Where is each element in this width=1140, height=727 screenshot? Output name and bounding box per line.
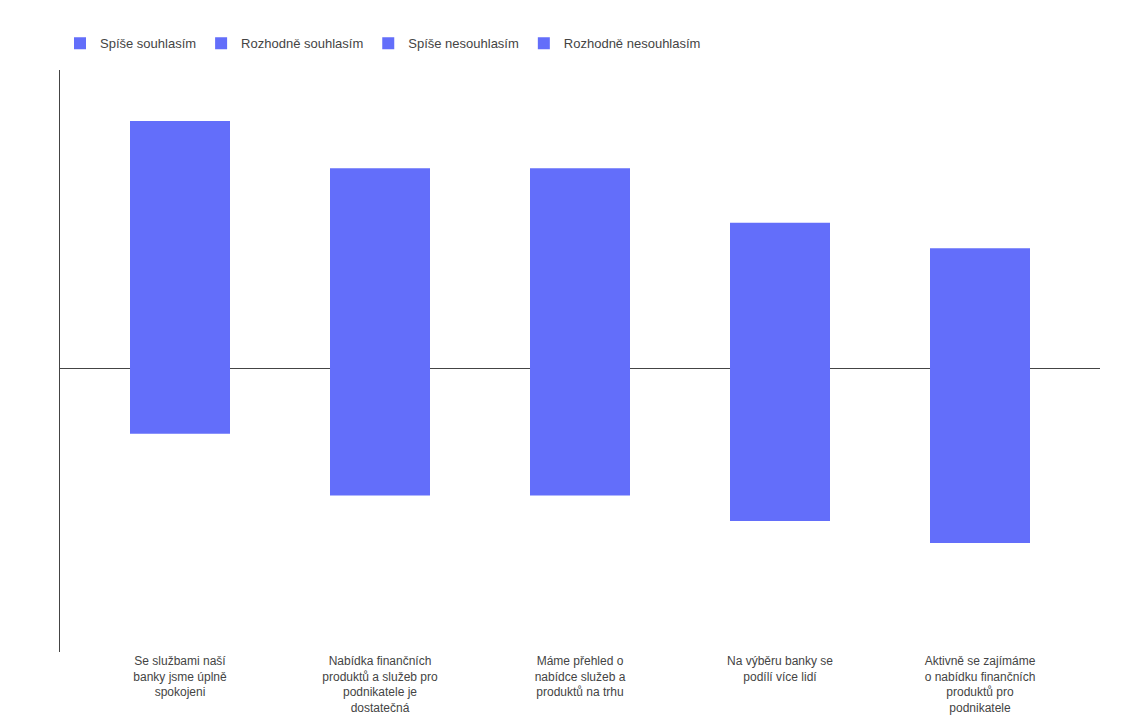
- svg-text:Se službami našíbanky jsme úpl: Se službami našíbanky jsme úplněspokojen…: [133, 654, 227, 699]
- svg-text:Spíše souhlasím: Spíše souhlasím: [100, 36, 196, 51]
- svg-text:Máme přehled onabídce služeb a: Máme přehled onabídce služeb aproduktů n…: [535, 654, 626, 699]
- svg-text:Aktivně se zajímámeo nabídku f: Aktivně se zajímámeo nabídku finančníchp…: [925, 654, 1036, 715]
- svg-text:Rozhodně nesouhlasím: Rozhodně nesouhlasím: [564, 36, 701, 51]
- svg-text:Nabídka finančníchproduktů a s: Nabídka finančníchproduktů a služeb prop…: [322, 654, 438, 715]
- svg-text:Spíše nesouhlasím: Spíše nesouhlasím: [408, 36, 519, 51]
- svg-text:Na výběru banky sepodílí více: Na výběru banky sepodílí více lidí: [727, 654, 833, 684]
- svg-text:Rozhodně souhlasím: Rozhodně souhlasím: [241, 36, 363, 51]
